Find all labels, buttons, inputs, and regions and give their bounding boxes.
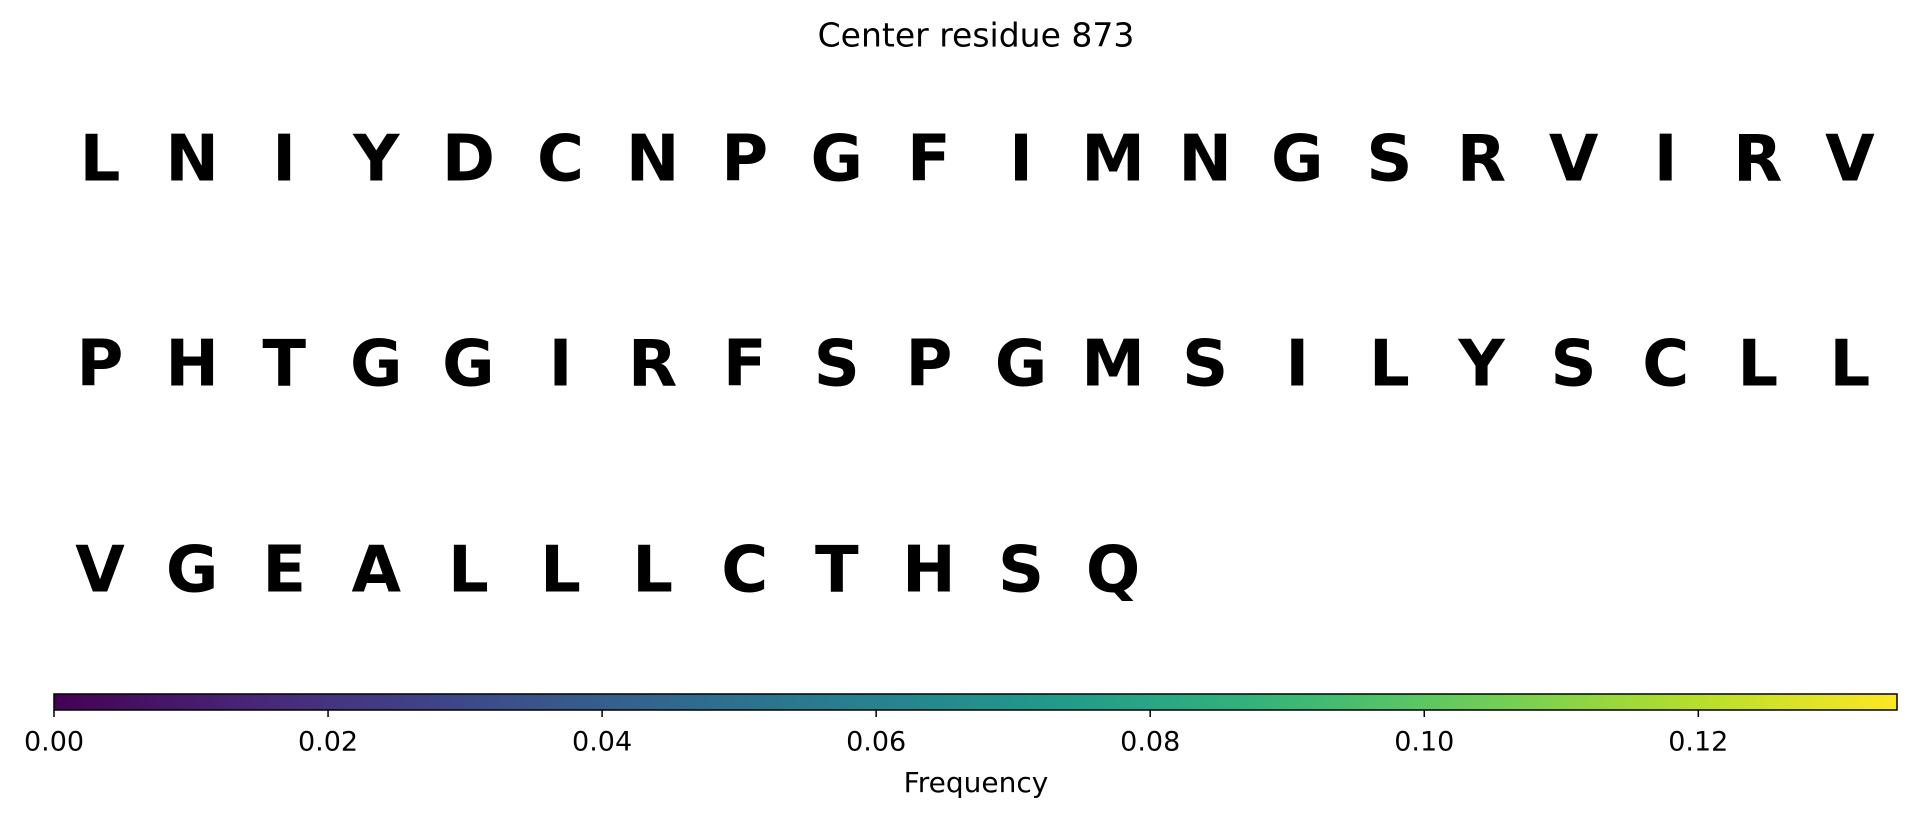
- residue: G: [811, 123, 864, 197]
- residue: L: [1369, 328, 1410, 402]
- residue: I: [1009, 123, 1033, 197]
- residue: F: [907, 123, 951, 197]
- residue: G: [995, 328, 1048, 402]
- residue: C: [721, 534, 768, 608]
- residue: F: [723, 328, 767, 402]
- residue: A: [352, 534, 402, 608]
- residue: V: [1549, 123, 1599, 197]
- colorbar: [53, 693, 1898, 711]
- residue: P: [905, 328, 952, 402]
- residue: C: [1642, 328, 1689, 402]
- residue: S: [998, 534, 1044, 608]
- residue: S: [814, 328, 860, 402]
- residue: R: [1457, 123, 1506, 197]
- residue: G: [442, 328, 495, 402]
- x-tick-label: 0.06: [846, 727, 906, 758]
- residue: I: [272, 123, 296, 197]
- residue: R: [628, 328, 677, 402]
- residue: N: [1178, 123, 1232, 197]
- residue: I: [1654, 123, 1678, 197]
- residue: I: [549, 328, 573, 402]
- residue: M: [1081, 123, 1145, 197]
- residue: I: [1285, 328, 1309, 402]
- x-tick-label: 0.08: [1120, 727, 1180, 758]
- residue: S: [1366, 123, 1412, 197]
- residue: V: [1825, 123, 1875, 197]
- residue: P: [77, 328, 124, 402]
- residue: H: [902, 534, 956, 608]
- colorbar-label: Frequency: [904, 766, 1049, 799]
- residue: P: [721, 123, 768, 197]
- residue: Y: [1457, 328, 1505, 402]
- residue: L: [1737, 328, 1778, 402]
- residue: H: [165, 328, 219, 402]
- x-tick-label: 0.00: [24, 727, 84, 758]
- residue: L: [448, 534, 489, 608]
- residue: T: [815, 534, 859, 608]
- residue: N: [626, 123, 680, 197]
- residue: R: [1733, 123, 1782, 197]
- residue: G: [350, 328, 403, 402]
- residue: L: [632, 534, 673, 608]
- residue: T: [262, 328, 306, 402]
- x-tick-label: 0.04: [572, 727, 632, 758]
- residue: D: [442, 123, 495, 197]
- residue: S: [1551, 328, 1597, 402]
- residue: C: [537, 123, 584, 197]
- residue: M: [1081, 328, 1145, 402]
- residue: L: [80, 123, 121, 197]
- residue: G: [1271, 123, 1324, 197]
- residue: V: [75, 534, 125, 608]
- residue: S: [1182, 328, 1228, 402]
- residue: Y: [352, 123, 400, 197]
- x-tick-label: 0.12: [1668, 727, 1728, 758]
- residue: Q: [1086, 534, 1140, 608]
- residue: E: [262, 534, 306, 608]
- residue: L: [540, 534, 581, 608]
- residue: L: [1830, 328, 1871, 402]
- x-tick-label: 0.10: [1394, 727, 1454, 758]
- x-tick-label: 0.02: [298, 727, 358, 758]
- residue: G: [166, 534, 219, 608]
- residue: N: [165, 123, 219, 197]
- chart-title: Center residue 873: [818, 16, 1135, 55]
